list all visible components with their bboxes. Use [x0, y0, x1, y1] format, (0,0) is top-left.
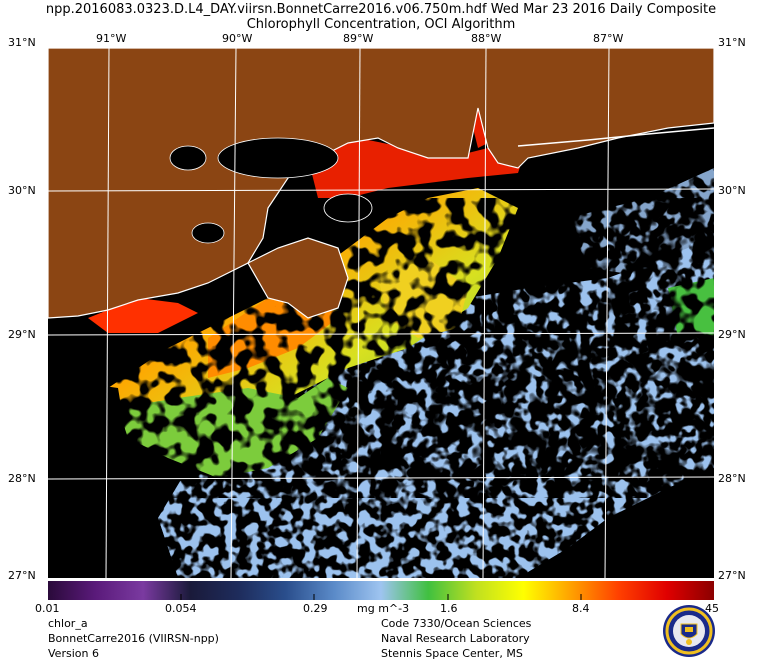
lat-label-31n-left: 31°N — [8, 36, 36, 49]
colorbar-label-84: 8.4 — [572, 602, 590, 615]
meridian-89w — [356, 48, 361, 578]
lake-maurepas — [169, 145, 207, 171]
colorbar-label-max: 45 — [705, 602, 719, 615]
barrier-islands — [517, 127, 714, 147]
meridian-90w — [230, 48, 237, 578]
title-line-1: npp.2016083.0323.D.L4_DAY.viirsn.BonnetC… — [45, 2, 717, 17]
lat-label-27n-right: 27°N — [718, 569, 746, 582]
colorbar-ticks — [180, 594, 582, 600]
colorbar-label-029: 0.29 — [303, 602, 328, 615]
lat-label-29n-right: 29°N — [718, 328, 746, 341]
lake-borgne — [323, 193, 373, 223]
footer-product: chlor_a — [48, 617, 88, 630]
footer-version: Version 6 — [48, 647, 99, 660]
estuary-red-zone-ms — [308, 138, 528, 198]
swath-edge-nodata — [48, 378, 178, 578]
parallel-30n — [48, 188, 714, 192]
estuary-red-zone-barataria — [88, 298, 198, 333]
mississippi-delta — [247, 237, 349, 319]
naval-research-laboratory-seal-icon — [663, 605, 715, 657]
colorbar-label-min: 0.01 — [35, 602, 60, 615]
footer-location: Stennis Space Center, MS — [381, 647, 523, 660]
colorbar-label-0054: 0.054 — [165, 602, 197, 615]
lat-label-29n-left: 29°N — [8, 328, 36, 341]
lon-label-89w-top: 89°W — [343, 32, 374, 45]
lon-label-87w-top: 87°W — [593, 32, 624, 45]
colorbar-label-16: 1.6 — [440, 602, 458, 615]
lon-label-90w-top: 90°W — [222, 32, 253, 45]
lat-label-28n-left: 28°N — [8, 472, 36, 485]
footer-dataset: BonnetCarre2016 (VIIRSN-npp) — [48, 632, 219, 645]
meridian-88w — [482, 48, 487, 578]
lat-label-30n-left: 30°N — [8, 184, 36, 197]
chlorophyll-map[interactable] — [48, 48, 714, 578]
lat-label-27n-left: 27°N — [8, 569, 36, 582]
footer-code: Code 7330/Ocean Sciences — [381, 617, 532, 630]
parallel-29n — [48, 332, 714, 336]
lon-label-91w-top: 91°W — [96, 32, 127, 45]
meridian-87w — [604, 48, 610, 578]
land-mass — [48, 48, 714, 319]
footer-lab: Naval Research Laboratory — [381, 632, 530, 645]
lake-salvador — [191, 222, 225, 244]
colorbar-unit: mg m^-3 — [357, 602, 410, 615]
title-line-2: Chlorophyll Concentration, OCI Algorithm — [246, 17, 516, 32]
lat-label-31n-right: 31°N — [718, 36, 746, 49]
colorbar — [48, 581, 714, 600]
graticule — [48, 48, 714, 578]
lat-label-28n-right: 28°N — [718, 472, 746, 485]
lon-label-88w-top: 88°W — [471, 32, 502, 45]
colorbar-fill — [48, 581, 714, 600]
lake-pontchartrain — [217, 137, 339, 179]
lat-label-30n-right: 30°N — [718, 184, 746, 197]
parallel-28n — [48, 476, 714, 480]
meridian-91w — [105, 48, 110, 578]
